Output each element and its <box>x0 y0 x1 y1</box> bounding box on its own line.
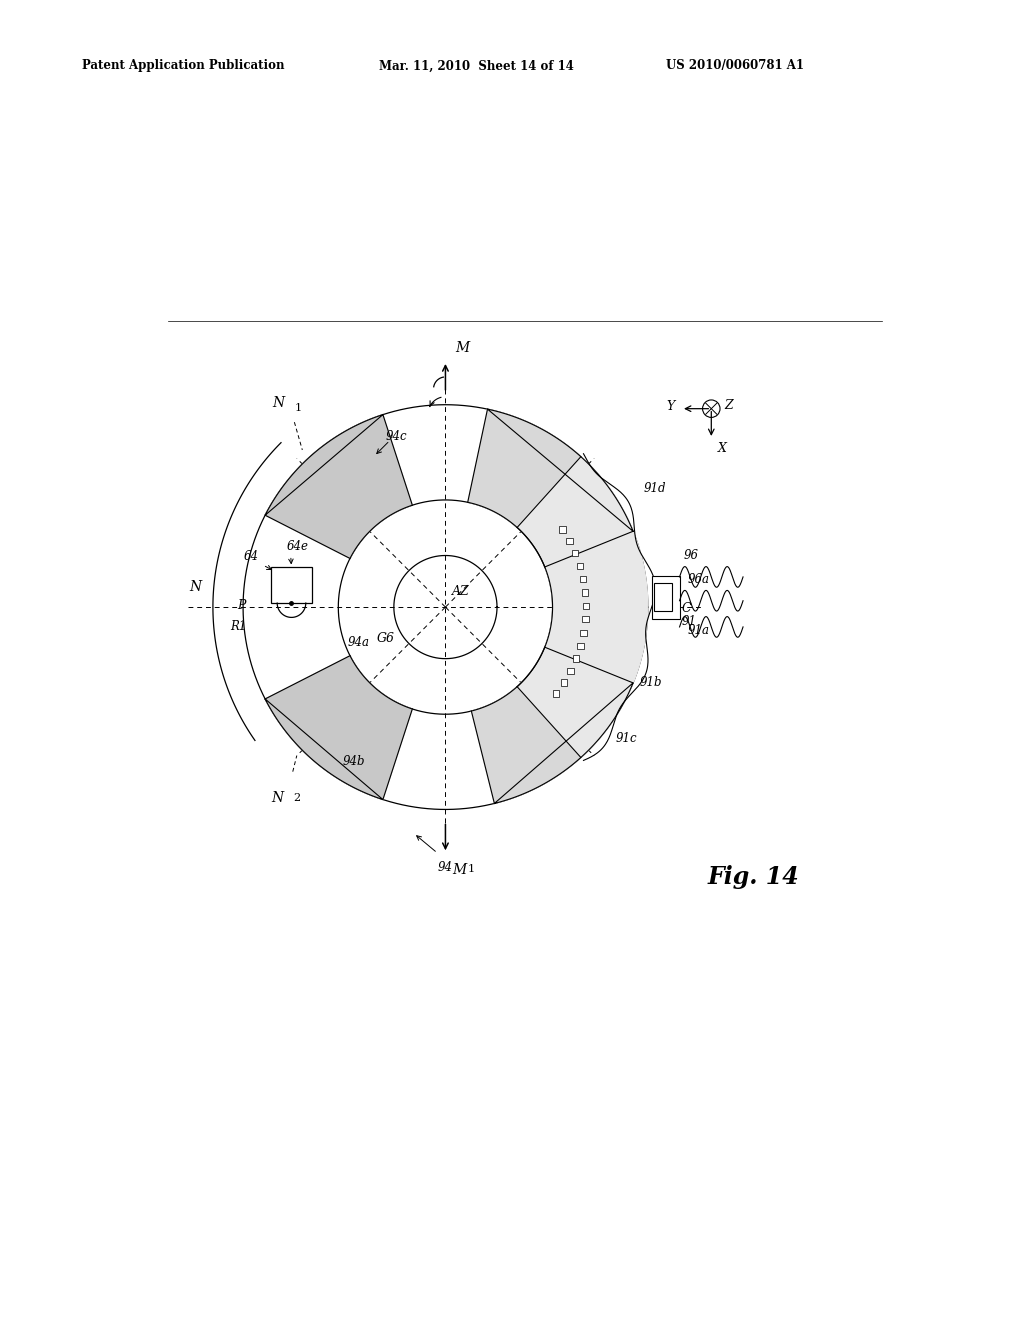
Text: N: N <box>270 792 283 805</box>
Text: 91: 91 <box>681 615 696 628</box>
Polygon shape <box>265 414 413 558</box>
Text: Mar. 11, 2010  Sheet 14 of 14: Mar. 11, 2010 Sheet 14 of 14 <box>379 59 573 73</box>
Text: P: P <box>238 599 246 612</box>
Bar <box>577 562 583 569</box>
Text: 64: 64 <box>244 550 258 564</box>
Text: C: C <box>681 602 691 615</box>
Text: 96a: 96a <box>687 573 710 586</box>
Text: 94b: 94b <box>343 755 366 768</box>
Text: 91d: 91d <box>644 482 667 495</box>
Bar <box>583 603 589 609</box>
Text: 96: 96 <box>684 549 698 562</box>
Text: 2: 2 <box>293 793 300 803</box>
Bar <box>580 576 587 582</box>
Text: US 2010/0060781 A1: US 2010/0060781 A1 <box>666 59 804 73</box>
Bar <box>553 690 559 697</box>
Bar <box>566 539 572 544</box>
Bar <box>561 680 567 685</box>
Text: R1: R1 <box>230 620 247 634</box>
Bar <box>559 527 565 533</box>
Bar <box>572 550 579 557</box>
Bar <box>270 568 312 603</box>
Bar <box>652 576 680 619</box>
Bar <box>582 589 589 595</box>
Text: 64e: 64e <box>287 540 308 553</box>
Text: G6: G6 <box>377 632 395 645</box>
Bar <box>567 668 573 675</box>
Text: M: M <box>452 862 466 876</box>
Text: 1: 1 <box>294 403 301 413</box>
Bar <box>654 583 672 611</box>
Polygon shape <box>517 457 648 758</box>
Bar <box>573 656 580 661</box>
Bar <box>578 643 584 649</box>
Text: M: M <box>455 341 469 355</box>
Text: 94c: 94c <box>386 430 408 444</box>
Text: 1: 1 <box>468 865 475 874</box>
Text: 91b: 91b <box>640 676 663 689</box>
Bar <box>581 630 587 636</box>
Text: X: X <box>718 442 726 455</box>
Text: AZ: AZ <box>452 585 469 598</box>
Text: N: N <box>272 396 285 411</box>
Text: Fig. 14: Fig. 14 <box>708 865 799 888</box>
Text: Z: Z <box>724 399 732 412</box>
Text: N: N <box>189 579 202 594</box>
Text: 91a: 91a <box>687 624 710 638</box>
Text: 94a: 94a <box>348 636 370 649</box>
Text: 91c: 91c <box>616 731 638 744</box>
Bar <box>583 616 589 623</box>
Text: 94: 94 <box>437 861 453 874</box>
Text: Patent Application Publication: Patent Application Publication <box>82 59 285 73</box>
Text: Y: Y <box>667 400 675 413</box>
Polygon shape <box>468 409 633 568</box>
Polygon shape <box>471 647 633 804</box>
Polygon shape <box>265 656 413 800</box>
